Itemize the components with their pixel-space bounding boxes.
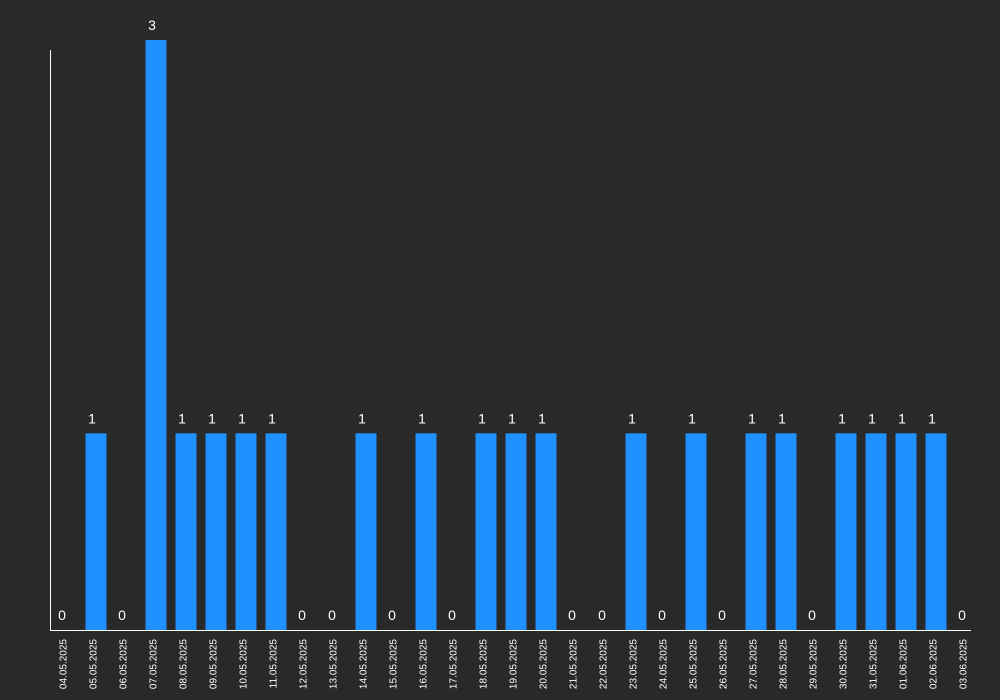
bar-30.05.2025 xyxy=(835,433,857,630)
value-label-24.05.2025: 0 xyxy=(658,607,666,623)
x-tick-label-28.05.2025: 28.05.2025 xyxy=(779,639,790,689)
value-label-28.05.2025: 1 xyxy=(778,410,786,426)
x-tick-label-27.05.2025: 27.05.2025 xyxy=(749,639,760,689)
bars-group xyxy=(85,40,947,630)
x-tick-label-24.05.2025: 24.05.2025 xyxy=(659,639,670,689)
bar-14.05.2025 xyxy=(355,433,377,630)
bar-28.05.2025 xyxy=(775,433,797,630)
x-tick-label-07.05.2025: 07.05.2025 xyxy=(149,639,160,689)
value-label-22.05.2025: 0 xyxy=(598,607,606,623)
value-label-15.05.2025: 0 xyxy=(388,607,396,623)
value-label-26.05.2025: 0 xyxy=(718,607,726,623)
x-tick-label-01.06.2025: 01.06.2025 xyxy=(899,639,910,689)
value-label-19.05.2025: 1 xyxy=(508,410,516,426)
value-label-20.05.2025: 1 xyxy=(538,410,546,426)
value-label-02.06.2025: 1 xyxy=(928,410,936,426)
data-labels-group: 0 1 0 3 1 1 1 1 0 0 1 0 1 0 1 1 1 0 0 1 0 1 0 1 1 0 1 1 1 1 0 xyxy=(58,17,966,623)
value-label-30.05.2025: 1 xyxy=(838,410,846,426)
x-tick-labels-group: 04.05.2025 05.05.2025 06.05.2025 07.05.2025… xyxy=(59,639,970,689)
bar-18.05.2025 xyxy=(475,433,497,630)
x-tick-label-02.06.2025: 02.06.2025 xyxy=(929,639,940,689)
value-label-03.06.2025: 0 xyxy=(958,607,966,623)
x-tick-label-11.05.2025: 11.05.2025 xyxy=(269,639,280,689)
value-label-18.05.2025: 1 xyxy=(478,410,486,426)
x-tick-label-09.05.2025: 09.05.2025 xyxy=(209,639,220,689)
x-tick-label-18.05.2025: 18.05.2025 xyxy=(479,639,490,689)
value-label-11.05.2025: 1 xyxy=(268,410,276,426)
value-label-04.05.2025: 0 xyxy=(58,607,66,623)
x-tick-label-10.05.2025: 10.05.2025 xyxy=(239,639,250,689)
x-tick-label-13.05.2025: 13.05.2025 xyxy=(329,639,340,689)
x-tick-label-14.05.2025: 14.05.2025 xyxy=(359,639,370,689)
bar-08.05.2025 xyxy=(175,433,197,630)
value-label-27.05.2025: 1 xyxy=(748,410,756,426)
x-tick-label-17.05.2025: 17.05.2025 xyxy=(449,639,460,689)
bar-02.06.2025 xyxy=(925,433,947,630)
bar-27.05.2025 xyxy=(745,433,767,630)
x-tick-label-19.05.2025: 19.05.2025 xyxy=(509,639,520,689)
bar-20.05.2025 xyxy=(535,433,557,630)
x-tick-label-23.05.2025: 23.05.2025 xyxy=(629,639,640,689)
bar-19.05.2025 xyxy=(505,433,527,630)
value-label-21.05.2025: 0 xyxy=(568,607,576,623)
bar-01.06.2025 xyxy=(895,433,917,630)
bar-11.05.2025 xyxy=(265,433,287,630)
value-label-08.05.2025: 1 xyxy=(178,410,186,426)
x-tick-label-29.05.2025: 29.05.2025 xyxy=(809,639,820,689)
x-tick-label-04.05.2025: 04.05.2025 xyxy=(59,639,70,689)
bar-23.05.2025 xyxy=(625,433,647,630)
x-tick-label-22.05.2025: 22.05.2025 xyxy=(599,639,610,689)
x-tick-label-16.05.2025: 16.05.2025 xyxy=(419,639,430,689)
x-tick-label-03.06.2025: 03.06.2025 xyxy=(959,639,970,689)
bar-07.05.2025 xyxy=(145,40,167,630)
value-label-31.05.2025: 1 xyxy=(868,410,876,426)
value-label-14.05.2025: 1 xyxy=(358,410,366,426)
x-tick-label-15.05.2025: 15.05.2025 xyxy=(389,639,400,689)
x-tick-label-05.05.2025: 05.05.2025 xyxy=(89,639,100,689)
bar-25.05.2025 xyxy=(685,433,707,630)
x-tick-label-26.05.2025: 26.05.2025 xyxy=(719,639,730,689)
value-label-25.05.2025: 1 xyxy=(688,410,696,426)
value-label-05.05.2025: 1 xyxy=(88,410,96,426)
value-label-09.05.2025: 1 xyxy=(208,410,216,426)
bar-09.05.2025 xyxy=(205,433,227,630)
x-tick-label-20.05.2025: 20.05.2025 xyxy=(539,639,550,689)
value-label-01.06.2025: 1 xyxy=(898,410,906,426)
value-label-17.05.2025: 0 xyxy=(448,607,456,623)
x-tick-label-31.05.2025: 31.05.2025 xyxy=(869,639,880,689)
x-tick-label-12.05.2025: 12.05.2025 xyxy=(299,639,310,689)
value-label-16.05.2025: 1 xyxy=(418,410,426,426)
value-label-06.05.2025: 0 xyxy=(118,607,126,623)
x-tick-label-06.05.2025: 06.05.2025 xyxy=(119,639,130,689)
bar-05.05.2025 xyxy=(85,433,107,630)
value-label-29.05.2025: 0 xyxy=(808,607,816,623)
x-tick-label-21.05.2025: 21.05.2025 xyxy=(569,639,580,689)
value-label-10.05.2025: 1 xyxy=(238,410,246,426)
bar-10.05.2025 xyxy=(235,433,257,630)
bar-31.05.2025 xyxy=(865,433,887,630)
x-tick-label-25.05.2025: 25.05.2025 xyxy=(689,639,700,689)
x-tick-label-08.05.2025: 08.05.2025 xyxy=(179,639,190,689)
value-label-12.05.2025: 0 xyxy=(298,607,306,623)
value-label-13.05.2025: 0 xyxy=(328,607,336,623)
bar-16.05.2025 xyxy=(415,433,437,630)
value-label-07.05.2025: 3 xyxy=(148,17,156,33)
x-tick-label-30.05.2025: 30.05.2025 xyxy=(839,639,850,689)
value-label-23.05.2025: 1 xyxy=(628,410,636,426)
